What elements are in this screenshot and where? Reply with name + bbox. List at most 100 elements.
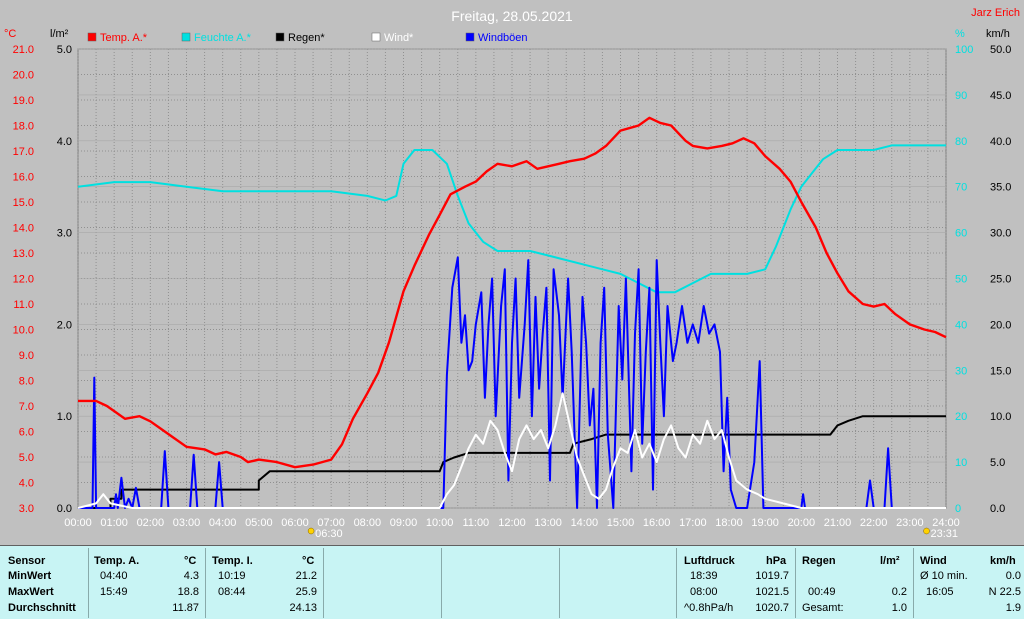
regen-total: 1.0	[891, 602, 907, 614]
series-line-tempa	[78, 116, 947, 469]
legend-swatch	[275, 32, 285, 42]
temp-a-avg: 11.87	[172, 602, 199, 614]
sensor-header: Sensor	[8, 555, 46, 567]
sunrise-label: 06:30	[315, 528, 343, 540]
temp-i-header: Temp. I.	[212, 555, 253, 567]
luftdruck-unit: hPa	[766, 555, 787, 567]
series-line-windben	[78, 256, 946, 509]
x-tick-label: 00:00	[64, 517, 92, 529]
x-tick-label: 24:00	[932, 517, 960, 529]
x-tick-label: 09:00	[390, 517, 418, 529]
luftdruck-trend: ^0.8hPa/h	[684, 602, 734, 614]
y-tick-label-humidity: 30	[955, 365, 967, 377]
y-tick-label-wind: 50.0	[990, 44, 1011, 56]
sunrise-icon	[307, 527, 315, 535]
x-tick-label: 11:00	[462, 517, 489, 529]
y-tick-label-temp: 6.0	[19, 427, 34, 439]
y-tick-label-rain: 3.0	[57, 228, 72, 240]
x-tick-label: 15:00	[607, 517, 635, 529]
y-tick-label-humidity: 100	[955, 44, 973, 56]
x-tick-label: 02:00	[137, 517, 165, 529]
wind-value3: 1.9	[1005, 602, 1021, 614]
x-tick-label: 01:00	[100, 517, 128, 529]
luftdruck-header: Luftdruck	[684, 555, 735, 567]
wind-max-time: 16:05	[926, 586, 954, 598]
x-tick-label: 03:00	[173, 517, 201, 529]
x-tick-label: 17:00	[679, 517, 707, 529]
temp-a-unit: °C	[184, 555, 197, 567]
y-tick-label-humidity: 40	[955, 319, 967, 331]
x-tick-label: 04:00	[209, 517, 237, 529]
y-tick-label-temp: 16.0	[13, 172, 34, 184]
y-tick-label-temp: 9.0	[19, 350, 34, 362]
luftdruck-avg: 1020.7	[755, 602, 789, 614]
y-tick-label-humidity: 50	[955, 274, 967, 286]
y-tick-label-wind: 35.0	[990, 182, 1011, 194]
y-tick-label-temp: 15.0	[13, 197, 34, 209]
y-tick-label-wind: 5.0	[990, 457, 1005, 469]
x-tick-label: 14:00	[571, 517, 599, 529]
y-tick-label-temp: 17.0	[13, 146, 34, 158]
x-tick-label: 07:00	[317, 517, 345, 529]
y-tick-label-humidity: 80	[955, 136, 967, 148]
legend-label: Wind*	[384, 32, 414, 44]
legend-swatch	[465, 32, 475, 42]
temp-i-min: 21.2	[295, 570, 317, 582]
legend-swatch	[181, 32, 191, 42]
wind-max: N 22.5	[988, 586, 1021, 598]
legend-swatch	[371, 32, 381, 42]
y-tick-label-wind: 0.0	[990, 503, 1005, 515]
y-tick-label-temp: 14.0	[13, 223, 34, 235]
y-tick-label-wind: 45.0	[990, 90, 1011, 102]
regen-total-label: Gesamt:	[802, 602, 844, 614]
y-tick-label-wind: 10.0	[990, 411, 1011, 423]
temp-a-max: 18.8	[177, 586, 199, 598]
regen-header: Regen	[802, 555, 836, 567]
author-label: Jarz Erich	[971, 7, 1020, 19]
temp-a-min: 4.3	[183, 570, 199, 582]
row-label-max: MaxWert	[8, 586, 54, 598]
y-tick-label-humidity: 90	[955, 90, 967, 102]
legend-swatch	[87, 32, 97, 42]
x-tick-label: 20:00	[788, 517, 816, 529]
legend-label: Feuchte A.*	[194, 32, 252, 44]
y-tick-label-rain: 4.0	[57, 136, 72, 148]
y-tick-label-humidity: 60	[955, 228, 967, 240]
x-tick-label: 13:00	[534, 517, 562, 529]
y-tick-label-humidity: 0	[955, 503, 961, 515]
x-tick-label: 05:00	[245, 517, 273, 529]
wind-avg: 0.0	[1005, 570, 1021, 582]
series-line-wind	[77, 392, 946, 509]
regen-time: 00:49	[808, 586, 836, 598]
regen-value: 0.2	[891, 586, 907, 598]
plot-area: 00:00 01:00 02:00 03:00 04:00 05:00 06:00 07:00…	[4, 28, 1011, 540]
weather-chart: Freitag, 28.05.2021 Jarz Erich 00:00 01:0…	[4, 7, 1020, 540]
legend-label: Windböen	[478, 32, 528, 44]
temp-a-max-time: 15:49	[100, 586, 128, 598]
statistics-panel: Sensor MinWert MaxWert Durchschnitt Temp…	[0, 545, 1024, 619]
y-tick-label-temp: 10.0	[13, 325, 34, 337]
temp-i-min-time: 10:19	[218, 570, 246, 582]
wind-avg-label: Ø 10 min.	[920, 570, 968, 582]
wind-unit: km/h	[990, 555, 1016, 567]
y-tick-label-temp: 19.0	[13, 95, 34, 107]
wind-header: Wind	[920, 555, 947, 567]
y-tick-label-rain: 5.0	[57, 44, 72, 56]
x-tick-label: 18:00	[715, 517, 743, 529]
legend-label: Temp. A.*	[100, 32, 148, 44]
y-tick-label-humidity: 70	[955, 182, 967, 194]
axis-unit-wind: km/h	[986, 28, 1010, 40]
y-tick-label-wind: 20.0	[990, 319, 1011, 331]
x-tick-label: 19:00	[751, 517, 779, 529]
x-tick-label: 23:00	[896, 517, 924, 529]
row-label-min: MinWert	[8, 570, 52, 582]
y-tick-label-temp: 13.0	[13, 248, 34, 260]
luftdruck-min-time: 18:39	[690, 570, 718, 582]
y-tick-label-wind: 25.0	[990, 274, 1011, 286]
x-tick-label: 12:00	[498, 517, 526, 529]
y-tick-label-temp: 5.0	[19, 452, 34, 464]
chart-title: Freitag, 28.05.2021	[451, 8, 573, 24]
y-tick-label-humidity: 10	[955, 457, 967, 469]
y-tick-label-rain: 1.0	[57, 411, 72, 423]
y-tick-label-temp: 20.0	[13, 70, 34, 82]
